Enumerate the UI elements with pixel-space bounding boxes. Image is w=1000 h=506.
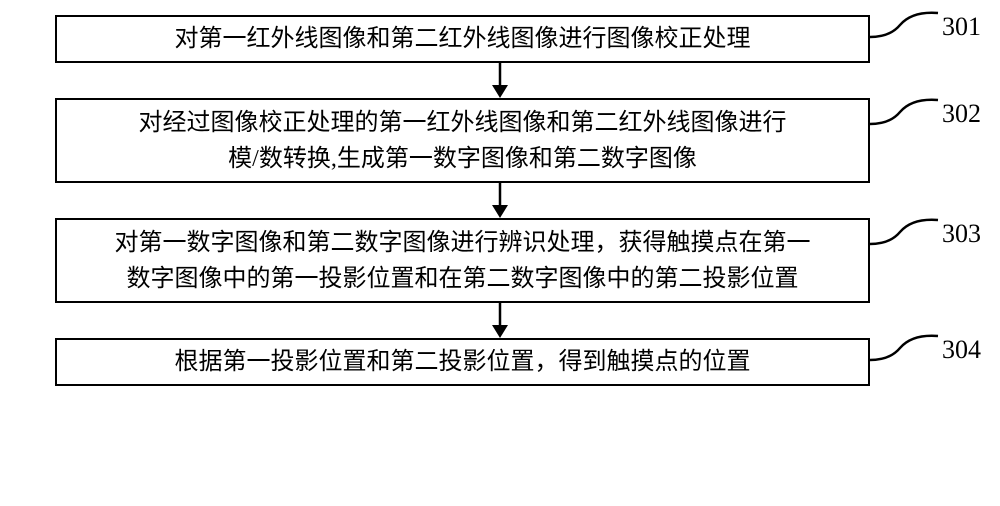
step-container-302: 对经过图像校正处理的第一红外线图像和第二红外线图像进行 模/数转换,生成第一数字… <box>0 98 1000 183</box>
arrow-container <box>0 63 1000 98</box>
step-label: 302 <box>942 99 981 129</box>
step-container-301: 对第一红外线图像和第二红外线图像进行图像校正处理 301 <box>0 15 1000 63</box>
label-connector-301: 301 <box>870 7 981 47</box>
step-text-line2: 数字图像中的第一投影位置和在第二数字图像中的第二投影位置 <box>127 261 799 297</box>
step-container-304: 根据第一投影位置和第二投影位置，得到触摸点的位置 304 <box>0 338 1000 386</box>
step-box-301: 对第一红外线图像和第二红外线图像进行图像校正处理 <box>55 15 870 63</box>
step-box-302: 对经过图像校正处理的第一红外线图像和第二红外线图像进行 模/数转换,生成第一数字… <box>55 98 870 183</box>
arrow-down-icon <box>485 183 515 218</box>
arrow-container <box>0 183 1000 218</box>
flowchart-container: 对第一红外线图像和第二红外线图像进行图像校正处理 301 对经过图像校正处理的第… <box>0 15 1000 386</box>
arrow-container <box>0 303 1000 338</box>
step-text-line2: 模/数转换,生成第一数字图像和第二数字图像 <box>228 141 697 177</box>
step-box-303: 对第一数字图像和第二数字图像进行辨识处理，获得触摸点在第一 数字图像中的第一投影… <box>55 218 870 303</box>
arrow-down-icon <box>485 303 515 338</box>
arrow-down-icon <box>485 63 515 98</box>
curve-icon <box>870 7 940 47</box>
step-text: 对第一红外线图像和第二红外线图像进行图像校正处理 <box>175 21 751 57</box>
curve-icon <box>870 94 940 134</box>
step-text-line1: 对经过图像校正处理的第一红外线图像和第二红外线图像进行 <box>139 105 787 141</box>
label-connector-303: 303 <box>870 214 981 254</box>
step-label: 304 <box>942 335 981 365</box>
step-text-line1: 对第一数字图像和第二数字图像进行辨识处理，获得触摸点在第一 <box>115 225 811 261</box>
step-container-303: 对第一数字图像和第二数字图像进行辨识处理，获得触摸点在第一 数字图像中的第一投影… <box>0 218 1000 303</box>
step-label: 301 <box>942 12 981 42</box>
label-connector-304: 304 <box>870 330 981 370</box>
step-box-304: 根据第一投影位置和第二投影位置，得到触摸点的位置 <box>55 338 870 386</box>
label-connector-302: 302 <box>870 94 981 134</box>
step-text: 根据第一投影位置和第二投影位置，得到触摸点的位置 <box>175 344 751 380</box>
curve-icon <box>870 214 940 254</box>
curve-icon <box>870 330 940 370</box>
step-label: 303 <box>942 219 981 249</box>
